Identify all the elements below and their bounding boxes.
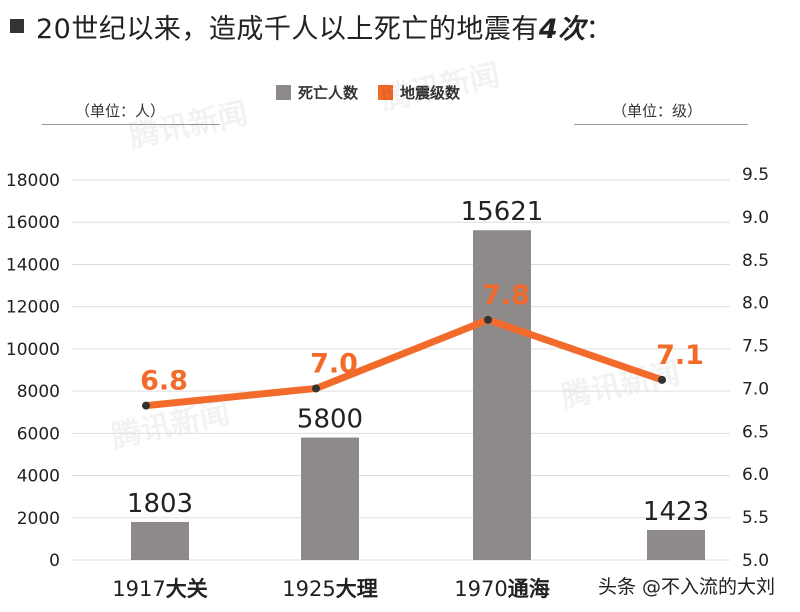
right-axis-tick-label: 6.5 <box>742 422 769 442</box>
bar <box>473 230 531 560</box>
left-axis-tick-label: 12000 <box>6 298 60 318</box>
x-axis-tick-label: 1917大关 <box>112 577 207 601</box>
chart-legend: 死亡人数 地震级数 <box>276 82 480 103</box>
left-axis-tick-label: 18000 <box>6 171 60 191</box>
right-axis-tick-label: 5.5 <box>742 508 769 528</box>
right-axis-tick-label: 5.0 <box>742 551 769 571</box>
left-axis-tick-label: 4000 <box>17 467 60 487</box>
right-axis-tick-label: 9.5 <box>742 165 769 185</box>
right-unit-rule <box>574 124 748 125</box>
bar <box>301 437 359 560</box>
footer-attribution: 头条 @不入流的大刘 <box>598 576 776 598</box>
magnitude-line <box>142 316 666 410</box>
right-axis-tick-label: 9.0 <box>742 208 769 228</box>
left-axis-tick-label: 8000 <box>17 382 60 402</box>
legend-label-deaths: 死亡人数 <box>298 84 359 102</box>
line-data-label: 6.8 <box>140 366 188 397</box>
right-axis-tick-label: 8.0 <box>742 294 769 314</box>
title-row: 20世纪以来，造成千人以上死亡的地震有4次： <box>10 6 613 46</box>
bar-data-label: 5800 <box>297 405 363 435</box>
bar <box>647 529 705 560</box>
left-axis-unit: （单位：人） <box>75 102 166 120</box>
bar-data-label: 1803 <box>127 489 193 519</box>
bar <box>131 521 189 560</box>
line-point <box>658 375 666 384</box>
left-unit-rule <box>42 124 220 125</box>
title-emphasis: 4次 <box>538 13 586 45</box>
right-axis-tick-label: 7.0 <box>742 379 769 399</box>
legend-item-magnitude: 地震级数 <box>378 82 460 103</box>
legend-label-magnitude: 地震级数 <box>400 84 461 102</box>
title-bullet-icon <box>10 19 24 33</box>
legend-swatch-deaths <box>276 85 291 100</box>
left-axis-tick-label: 2000 <box>17 509 60 529</box>
legend-item-deaths: 死亡人数 <box>276 82 358 103</box>
line-point <box>312 384 320 393</box>
left-axis-tick-label: 14000 <box>6 255 60 275</box>
bar-data-label: 1423 <box>643 497 709 527</box>
right-axis-tick-label: 6.0 <box>742 465 769 485</box>
left-axis-tick-label: 16000 <box>6 213 60 233</box>
line-point <box>142 401 150 410</box>
right-axis-tick-label: 7.5 <box>742 337 769 357</box>
x-axis-tick-label: 1970通海 <box>454 577 549 601</box>
x-axis-tick-label: 1925大理 <box>282 577 377 601</box>
right-axis-tick-label: 8.5 <box>742 251 769 271</box>
title-suffix: ： <box>585 13 614 45</box>
line-data-label: 7.0 <box>310 348 358 379</box>
left-axis-tick-label: 6000 <box>17 424 60 444</box>
left-axis-tick-label: 0 <box>49 551 60 571</box>
bar-data-label: 15621 <box>461 197 544 227</box>
right-axis-unit: （单位：级） <box>612 102 703 120</box>
page-title: 20世纪以来，造成千人以上死亡的地震有4次： <box>36 7 613 46</box>
line-data-label: 7.8 <box>482 280 530 311</box>
line-data-label: 7.1 <box>656 340 704 371</box>
legend-swatch-magnitude <box>378 85 394 100</box>
line-point <box>484 315 492 324</box>
title-prefix: 20世纪以来，造成千人以上死亡的地震有 <box>36 13 539 45</box>
left-axis-tick-label: 10000 <box>6 340 60 360</box>
